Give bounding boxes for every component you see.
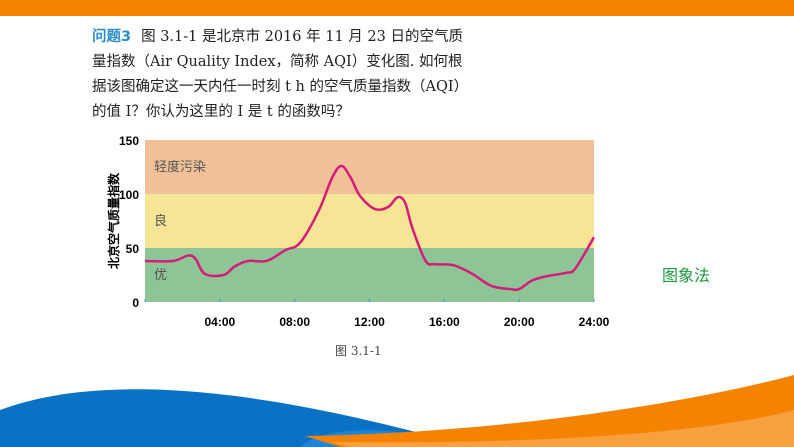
y-tick-label: 100 <box>119 188 139 202</box>
x-tick-label: 12:00 <box>354 315 385 329</box>
figure-caption: 图 3.1-1 <box>335 344 382 358</box>
y-tick-label: 50 <box>126 242 140 256</box>
x-tick-label: 20:00 <box>504 315 535 329</box>
x-tick-label: 04:00 <box>204 315 235 329</box>
problem-label: 问题3 <box>92 29 132 45</box>
y-tick-label: 150 <box>119 134 139 148</box>
aqi-line <box>144 164 596 292</box>
y-tick-label: 0 <box>132 296 139 310</box>
problem-body: 图 3.1-1 是北京市 2016 年 11 月 23 日的空气质量指数（Air… <box>92 29 469 120</box>
x-tick-label: 08:00 <box>279 315 310 329</box>
y-axis-label: 北京空气质量指数 <box>106 172 121 269</box>
band-1 <box>145 194 594 248</box>
band-label: 优 <box>154 268 167 283</box>
band-label: 良 <box>154 213 167 229</box>
band-label: 轻度污染 <box>154 159 206 175</box>
top-bar <box>0 0 794 16</box>
x-tick-label: 16:00 <box>429 315 460 329</box>
band-2 <box>145 140 594 194</box>
orange-wave <box>305 375 794 447</box>
x-tick-label: 24:00 <box>579 315 610 329</box>
problem-text: 问题3 图 3.1-1 是北京市 2016 年 11 月 23 日的空气质量指数（… <box>92 25 472 125</box>
method-label: 图象法 <box>662 266 711 285</box>
orange-wave-light <box>330 410 794 447</box>
